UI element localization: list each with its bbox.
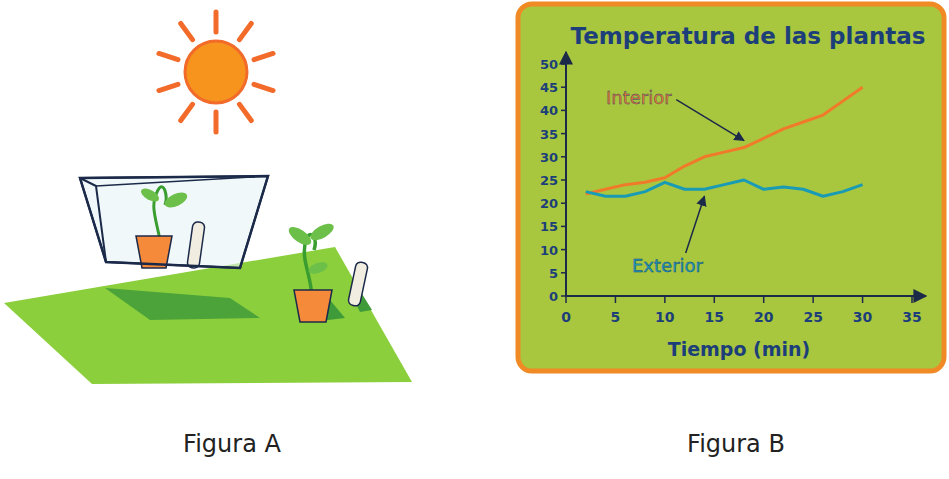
x-tick — [812, 296, 814, 303]
sun-ray — [181, 104, 193, 120]
figure-caption: Figura B — [687, 430, 785, 458]
axes: 0 5 10 15 20 25 30 35 40 45 50 0 5 10 15 20 25 30 35 Tiempo… — [540, 52, 926, 360]
y-tick-label: 0 — [549, 289, 558, 304]
figure-caption: Figura A — [183, 430, 281, 458]
leaf — [163, 189, 190, 210]
shadow — [105, 288, 260, 320]
y-tick-label: 5 — [549, 266, 558, 281]
x-tick-label: 30 — [853, 309, 873, 325]
x-tick — [565, 296, 567, 303]
leaf — [139, 186, 161, 205]
y-tick — [561, 202, 566, 204]
y-tick-label: 30 — [540, 150, 558, 165]
y-tick — [561, 156, 566, 158]
x-tick — [615, 296, 617, 303]
series-label: Interior — [606, 87, 672, 108]
leaf — [307, 260, 329, 276]
glass-box-frame — [80, 176, 268, 268]
y-tick — [561, 179, 566, 181]
leaf — [286, 224, 314, 249]
x-tick-label: 15 — [705, 309, 724, 325]
y-tick-label: 35 — [540, 127, 558, 142]
sun-ray — [240, 23, 252, 39]
thermometer — [348, 261, 369, 307]
x-tick-label: 0 — [561, 309, 571, 325]
x-axis-title: Tiempo (min) — [668, 338, 811, 360]
glass-box-back — [80, 176, 268, 268]
sun-ray — [159, 53, 178, 59]
x-tick — [862, 296, 864, 303]
glass-box-edge — [96, 176, 268, 186]
pot — [294, 290, 332, 322]
sun-ray — [254, 53, 273, 59]
x-tick-label: 25 — [803, 309, 822, 325]
y-tick — [561, 63, 566, 65]
leaf — [308, 220, 337, 243]
x-tick-label: 10 — [655, 309, 675, 325]
sun-ray — [181, 23, 193, 39]
y-tick — [561, 272, 566, 274]
x-tick-label: 35 — [902, 309, 921, 325]
sun-ray — [214, 12, 219, 32]
sun-ray — [254, 84, 273, 90]
y-tick-label: 25 — [540, 173, 558, 188]
chart-panel — [518, 4, 944, 371]
y-tick — [561, 133, 566, 135]
y-tick — [561, 110, 566, 112]
y-tick-label: 50 — [540, 57, 558, 72]
y-tick-label: 40 — [540, 103, 558, 118]
x-tick-label: 20 — [754, 309, 774, 325]
x-tick — [911, 296, 913, 303]
series-label: Exterior — [632, 255, 704, 276]
y-tick — [561, 226, 566, 228]
y-axis — [565, 52, 567, 296]
x-tick — [714, 296, 716, 303]
x-tick — [664, 296, 666, 303]
chart-title: Temperatura de las plantas — [571, 23, 926, 49]
thermometer — [187, 221, 205, 268]
series-line — [586, 180, 863, 196]
sun-ray — [240, 104, 252, 120]
page: Temperatura de las plantas 0 5 10 15 20 25 30 35… — [0, 0, 949, 479]
annotation-arrow — [676, 100, 744, 141]
sun-ray — [159, 84, 178, 90]
figure-a — [4, 12, 412, 384]
plot-lines — [586, 87, 863, 196]
sun — [185, 41, 247, 103]
y-tick — [561, 249, 566, 251]
x-tick-label: 5 — [611, 309, 621, 325]
sun-ray — [214, 112, 219, 132]
glass-box-edge — [80, 178, 106, 262]
x-tick — [763, 296, 765, 303]
y-tick-label: 45 — [540, 80, 558, 95]
y-tick — [561, 86, 566, 88]
annotation-arrow — [686, 196, 705, 253]
series-line — [586, 87, 863, 194]
annotations: Interior Exterior — [606, 87, 744, 276]
x-axis — [566, 295, 926, 297]
y-tick-label: 10 — [540, 243, 558, 258]
y-tick-label: 20 — [540, 196, 558, 211]
y-tick-label: 15 — [540, 219, 558, 234]
